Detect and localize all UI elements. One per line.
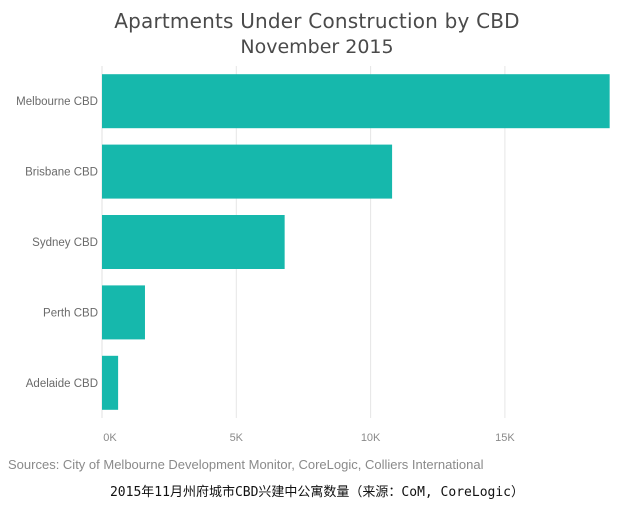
category-label: Perth CBD <box>43 307 98 319</box>
bar <box>102 355 119 410</box>
category-label: Brisbane CBD <box>25 167 98 179</box>
figure-caption: 2015年11月州府城市CBD兴建中公寓数量（来源：CoM, CoreLogic… <box>109 485 524 500</box>
bar <box>102 74 610 129</box>
category-label: Sydney CBD <box>32 237 98 249</box>
chart-subtitle: November 2015 <box>240 36 394 58</box>
x-tick-label: 0K <box>103 432 117 444</box>
chart-title: Apartments Under Construction by CBD <box>114 9 520 33</box>
bar <box>102 144 393 199</box>
source-note: Sources: City of Melbourne Development M… <box>8 457 484 472</box>
x-tick-label: 5K <box>230 432 244 444</box>
bar <box>102 215 285 269</box>
category-label: Melbourne CBD <box>16 96 98 108</box>
bar <box>102 285 145 340</box>
category-label: Adelaide CBD <box>26 378 98 390</box>
x-tick-label: 15K <box>495 432 515 444</box>
x-tick-label: 10K <box>361 432 381 444</box>
